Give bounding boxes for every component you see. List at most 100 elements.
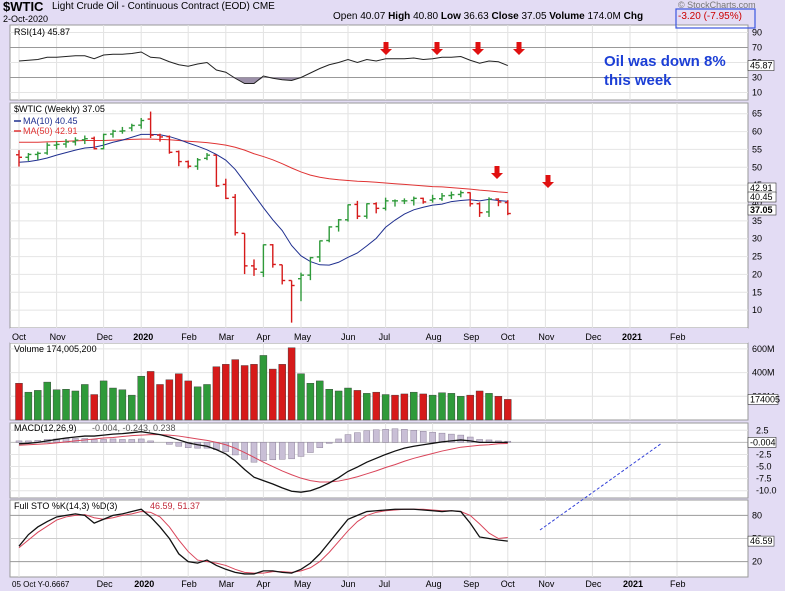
volume-label: Volume xyxy=(549,11,585,22)
rsi-legend: RSI(14) 45.87 xyxy=(14,27,70,37)
macd-histogram-bar xyxy=(316,442,324,448)
rsi-tick-label: 10 xyxy=(752,88,762,98)
price-month-label: Sep xyxy=(463,332,479,342)
volume-bar xyxy=(137,375,145,421)
volume-bar xyxy=(485,393,493,421)
volume-bar xyxy=(165,379,174,421)
price-legend: $WTIC (Weekly) 37.05 xyxy=(14,104,105,114)
volume-bar xyxy=(62,389,70,421)
price-month-label: Oct xyxy=(501,332,516,342)
macd-histogram-bar xyxy=(90,439,98,443)
macd-histogram-bar xyxy=(100,439,107,443)
volume-bar xyxy=(381,394,390,421)
macd-signal-line xyxy=(18,434,508,483)
volume-bar xyxy=(466,394,474,421)
price-month-label: Dec xyxy=(585,332,602,342)
sto-tick-label: 80 xyxy=(752,510,762,520)
rsi-arrow xyxy=(431,42,443,55)
price-tick-label: 25 xyxy=(752,252,762,262)
rsi-tick-label: 90 xyxy=(752,28,762,38)
bottom-month-label: Nov xyxy=(538,579,555,589)
volume-legend: Volume 174,005,200 xyxy=(14,344,97,354)
month-axis-strip xyxy=(10,328,748,343)
macd-legend-name: MACD(12,26,9) xyxy=(14,423,77,433)
close-badge: 37.05 xyxy=(750,205,773,215)
macd-badge: -0.004 xyxy=(750,437,776,447)
volume-bar xyxy=(363,393,371,421)
volume-bar xyxy=(24,391,33,421)
price-month-label: 2021 xyxy=(622,332,642,342)
macd-histogram-bar xyxy=(147,440,154,443)
volume-bar xyxy=(438,392,446,421)
open-value: 40.07 xyxy=(360,11,386,22)
macd-tick-label: -7.5 xyxy=(756,474,772,484)
bottom-month-label: 2021 xyxy=(623,579,643,589)
macd-histogram-bar xyxy=(410,430,418,443)
volume-bar xyxy=(297,373,305,421)
volume-bar xyxy=(419,393,427,421)
price-month-label: Dec xyxy=(97,332,114,342)
macd-histogram-bar xyxy=(363,430,371,443)
volume-bar xyxy=(175,373,183,421)
volume-bar xyxy=(410,391,418,421)
volume-bar xyxy=(391,394,399,421)
price-month-label: 2020 xyxy=(133,332,153,342)
macd-histogram-bar xyxy=(448,433,455,443)
macd-histogram-bar xyxy=(166,442,173,445)
volume-bar xyxy=(184,380,192,421)
bottom-month-label: Feb xyxy=(670,579,686,589)
low-value: 36.63 xyxy=(463,11,489,22)
volume-bar xyxy=(212,366,221,421)
close-label: Close xyxy=(491,11,519,22)
price-arrow xyxy=(491,166,503,179)
price-tick-label: 60 xyxy=(752,127,762,137)
annotation: Oil was down 8% this week xyxy=(604,52,726,90)
price-panel xyxy=(9,102,749,329)
macd-tick-label: -5.0 xyxy=(756,462,772,472)
macd-histogram-bar xyxy=(382,429,389,443)
price-month-label: May xyxy=(294,332,312,342)
price-month-label: Jun xyxy=(341,332,356,342)
volume-bar xyxy=(287,347,296,421)
rsi-tick-label: 30 xyxy=(752,73,762,83)
price-tick-label: 30 xyxy=(752,234,762,244)
sto-d-line xyxy=(18,508,508,574)
volume-bar xyxy=(193,386,202,421)
price-tick-label: 65 xyxy=(752,109,762,119)
macd-histogram-bar xyxy=(457,434,465,443)
volume-bar xyxy=(203,384,211,421)
volume-bar xyxy=(259,355,268,421)
volume-tick-label: 400M xyxy=(752,368,775,378)
price-month-label: Feb xyxy=(670,332,686,342)
macd-histogram-bar xyxy=(438,432,446,443)
macd-histogram-bar xyxy=(419,430,427,443)
rsi-arrow xyxy=(513,42,525,55)
sto-legend-name: Full STO %K(14,3) %D(3) xyxy=(14,501,117,511)
bottom-month-label: Apr xyxy=(256,579,270,589)
volume-bar xyxy=(231,359,239,421)
macd-histogram-bar xyxy=(429,431,436,443)
volume-bar xyxy=(250,364,258,421)
bottom-month-label: Sep xyxy=(463,579,479,589)
macd-histogram-bar xyxy=(466,436,474,443)
ma50-legend: MA(50) 42.91 xyxy=(23,126,78,136)
macd-histogram-bar xyxy=(391,428,399,443)
close-value: 37.05 xyxy=(521,11,547,22)
ohlc-summary: Open 40.07 High 40.80 Low 36.63 Close 37… xyxy=(333,11,643,22)
credit: © StockCharts.com xyxy=(678,0,756,10)
volume-bar xyxy=(504,399,512,421)
price-month-label: Oct xyxy=(12,332,27,342)
macd-histogram-bar xyxy=(175,442,183,447)
symbol: $WTIC xyxy=(3,0,44,14)
ma10-legend: MA(10) 40.45 xyxy=(23,116,78,126)
bottom-month-label: May xyxy=(294,579,312,589)
description: Light Crude Oil - Continuous Contract (E… xyxy=(52,1,275,12)
macd-histogram-bar xyxy=(119,439,126,443)
volume-bar xyxy=(43,381,51,421)
macd-histogram-bar xyxy=(137,438,145,443)
sto-k-line xyxy=(18,508,508,575)
price-month-label: Nov xyxy=(538,332,555,342)
macd-legend-values: -0.004, -0.243, 0.238 xyxy=(92,423,176,433)
price-tick-label: 40 xyxy=(752,198,762,208)
